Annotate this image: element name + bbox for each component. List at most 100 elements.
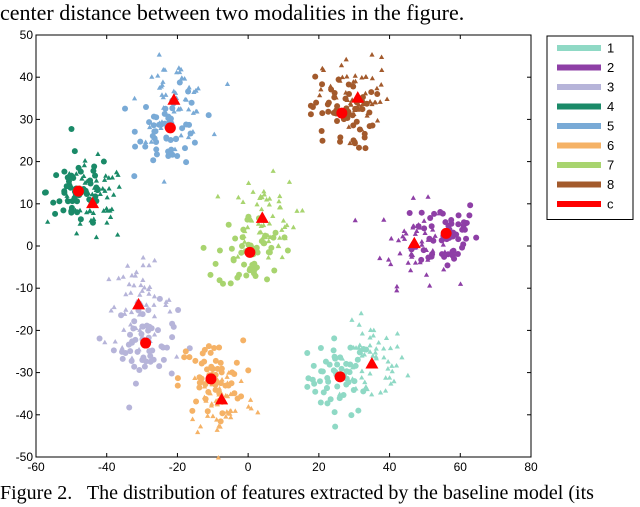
series-2-triangle-point — [403, 230, 409, 236]
series-2-circle-point — [461, 226, 468, 233]
series-6-circle-point — [218, 369, 225, 376]
series-4-triangle-point — [111, 192, 117, 197]
series-4-triangle-point — [64, 196, 70, 201]
series-1-circle-point — [334, 361, 341, 368]
series-8-circle-point — [330, 109, 337, 116]
series-2-circle-point — [455, 236, 462, 243]
series-7-triangle-point — [235, 194, 242, 200]
series-1-circle-point — [330, 367, 337, 374]
series-1-triangle-point — [358, 349, 364, 355]
y-tick-label: -30 — [16, 366, 34, 380]
series-6-circle-point — [217, 359, 224, 366]
series-1-triangle-point — [356, 322, 362, 327]
series-3-triangle-point — [133, 269, 139, 275]
series-7-triangle-point — [262, 234, 269, 240]
series-6-circle-point — [189, 407, 196, 414]
series-5-circle-point — [188, 99, 195, 106]
series-7-triangle-point — [235, 254, 241, 259]
series-4-triangle-point — [64, 193, 70, 198]
series-4-triangle-point — [93, 234, 100, 240]
series-1-triangle-point — [359, 330, 365, 336]
series-7-triangle-point — [279, 227, 285, 232]
series-7-triangle-point — [240, 199, 246, 204]
series-5-circle-point — [153, 114, 160, 121]
series-1-circle-point — [348, 412, 355, 419]
series-3-circle-point — [175, 306, 182, 313]
series-2-triangle-point — [427, 283, 433, 288]
series-7-circle-point — [284, 247, 291, 254]
x-tick-label: 0 — [245, 460, 252, 474]
series-4-triangle-point — [115, 232, 121, 237]
series-2-circle-point — [439, 210, 446, 217]
series-5-circle-point — [132, 143, 139, 150]
series-6-circle-point — [214, 365, 221, 372]
x-tick-label: -20 — [169, 460, 187, 474]
series-1-circle-point — [320, 389, 327, 396]
series-5-triangle-point — [178, 132, 184, 138]
series-4-triangle-point — [101, 208, 107, 213]
legend-label-4: 4 — [607, 99, 614, 114]
series-1-triangle-point — [349, 376, 356, 381]
series-1-circle-point — [304, 350, 311, 357]
series-5-circle-point — [165, 148, 172, 155]
series-2-triangle-point — [405, 260, 411, 265]
series-1-triangle-point — [349, 317, 355, 322]
series-3-triangle-point — [140, 277, 146, 282]
series-7-triangle-point — [276, 198, 282, 204]
series-4-triangle-point — [84, 178, 90, 184]
series-2-triangle-point — [410, 224, 416, 230]
series-4-triangle-point — [93, 187, 99, 192]
series-3-circle-point — [119, 355, 126, 362]
series-3-triangle-point — [140, 262, 146, 268]
series-6-circle-point — [212, 357, 219, 364]
series-4-triangle-point — [77, 221, 83, 226]
series-8-circle-point — [361, 130, 368, 137]
series-3-triangle-point — [125, 263, 131, 268]
series-8-triangle-point — [356, 102, 362, 107]
series-5-triangle-point — [183, 97, 189, 102]
series-6-circle-point — [231, 370, 238, 377]
series-7-circle-point — [212, 260, 219, 267]
series-3-triangle-point — [116, 275, 122, 281]
series-3-circle-point — [96, 335, 103, 342]
series-6-triangle-point — [205, 413, 211, 418]
series-6-circle-point — [216, 344, 223, 351]
series-3-triangle-point — [151, 293, 158, 299]
series-2-triangle-point — [449, 248, 456, 254]
series-1-triangle-point — [383, 335, 390, 340]
series-3-triangle-point — [167, 308, 173, 314]
series-3-triangle-point — [174, 354, 180, 359]
series-3-circle-point — [170, 323, 177, 330]
series-7-circle-point — [271, 267, 278, 274]
series-5-triangle-point — [161, 105, 167, 110]
series-6-triangle-point — [228, 391, 234, 397]
center-triangle-6 — [215, 392, 229, 405]
series-8-circle-point — [324, 101, 331, 108]
series-8-circle-point — [351, 140, 358, 147]
series-3-triangle-point — [138, 282, 144, 288]
series-7-triangle-point — [261, 222, 267, 228]
center-triangle-8 — [351, 91, 365, 103]
series-1-circle-point — [330, 347, 337, 354]
series-5-circle-point — [137, 138, 144, 145]
series-3-triangle-point — [146, 262, 152, 268]
series-1-triangle-point — [337, 391, 343, 397]
series-6-triangle-point — [226, 370, 232, 375]
series-1-circle-point — [331, 335, 338, 342]
series-6-triangle-point — [215, 454, 222, 460]
series-2-triangle-point — [395, 237, 402, 243]
series-3-triangle-point — [139, 288, 145, 293]
series-2-circle-point — [463, 235, 470, 242]
series-4-circle-point — [77, 216, 84, 223]
series-2-circle-point — [428, 223, 435, 230]
series-4-triangle-point — [72, 207, 79, 213]
series-2-triangle-point — [417, 259, 423, 265]
figure-caption: Figure 2. The distribution of features e… — [0, 482, 594, 504]
series-2-circle-point — [421, 225, 428, 232]
series-8-circle-point — [307, 102, 314, 109]
series-5-triangle-point — [211, 131, 217, 137]
series-5-circle-point — [169, 151, 176, 158]
series-7-circle-point — [239, 243, 246, 250]
series-4-triangle-point — [89, 191, 95, 197]
series-6-triangle-point — [192, 375, 198, 381]
